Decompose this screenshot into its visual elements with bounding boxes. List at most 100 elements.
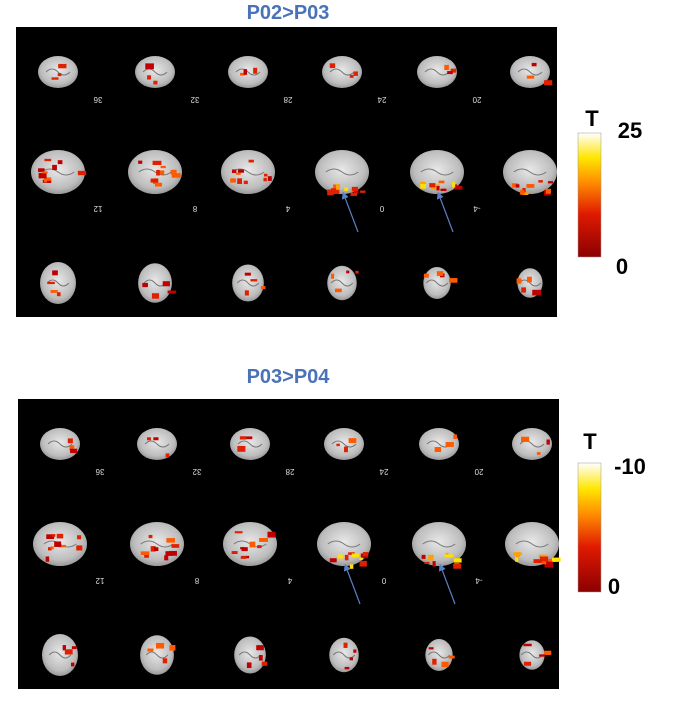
activation: [47, 180, 52, 183]
activation: [453, 434, 457, 440]
activation: [239, 72, 245, 76]
activation: [544, 80, 553, 86]
activation: [441, 661, 449, 668]
brain-fold: [515, 540, 549, 548]
activation: [428, 647, 434, 650]
slice-label: 4: [285, 204, 290, 213]
activation: [545, 188, 551, 194]
activation: [142, 282, 148, 288]
activation: [531, 62, 537, 67]
activation: [429, 183, 436, 188]
activation: [250, 279, 258, 282]
colorbar: [577, 462, 602, 593]
brain-fold: [325, 168, 359, 176]
activation: [334, 288, 342, 293]
activation: [337, 554, 343, 559]
activation: [77, 535, 82, 540]
activation: [58, 544, 66, 548]
activation: [344, 187, 349, 191]
activation: [170, 169, 177, 175]
activation: [153, 80, 158, 85]
activation: [331, 273, 335, 279]
slice-label: 8: [194, 576, 199, 585]
activation: [235, 172, 241, 175]
activation: [171, 173, 181, 178]
activation: [162, 658, 168, 664]
activation: [453, 563, 462, 569]
activation: [261, 661, 268, 666]
activation: [359, 560, 367, 567]
activation: [140, 551, 150, 555]
arrow: [343, 563, 361, 605]
activation: [259, 538, 269, 542]
activation: [240, 556, 247, 559]
brain-fold: [425, 279, 449, 287]
slice-label: 24: [379, 467, 388, 476]
activation: [551, 557, 561, 562]
activation: [526, 75, 535, 79]
activation: [248, 159, 254, 163]
activation: [343, 642, 348, 648]
activation: [445, 442, 454, 447]
brain-fold: [424, 68, 450, 76]
slice-label: 20: [474, 467, 483, 476]
slice-label: 24: [377, 95, 386, 104]
activation: [249, 541, 256, 548]
brain-fold: [330, 279, 354, 287]
activation: [239, 436, 247, 440]
activation: [519, 190, 525, 195]
activation: [246, 662, 252, 669]
activation: [432, 658, 437, 665]
slice-label: 12: [93, 204, 102, 213]
activation: [421, 554, 426, 559]
activation: [348, 438, 357, 443]
activation: [428, 554, 434, 561]
activation: [344, 666, 350, 670]
slice-label: 8: [192, 204, 197, 213]
slice-label: 28: [285, 467, 294, 476]
activation: [76, 545, 83, 551]
activation: [444, 64, 449, 70]
brain-fold: [144, 440, 170, 448]
activation: [253, 67, 258, 74]
activation: [452, 182, 456, 188]
brain-fold: [420, 168, 454, 176]
activation: [169, 645, 176, 651]
activation: [331, 188, 340, 195]
activation: [263, 177, 267, 182]
colorbar-label: T: [585, 106, 599, 131]
slice-label: 0: [381, 576, 386, 585]
brain-fold: [427, 651, 451, 659]
activation: [138, 160, 143, 164]
activation: [51, 77, 59, 80]
slice-label: 0: [379, 204, 384, 213]
activation: [257, 545, 262, 549]
activation: [346, 270, 350, 274]
activation: [164, 555, 169, 561]
activation: [244, 272, 251, 276]
slice-label: 32: [190, 95, 199, 104]
activation: [56, 292, 61, 297]
activation: [260, 286, 266, 290]
activation: [165, 551, 173, 556]
slice-label: 32: [192, 467, 201, 476]
activation: [151, 293, 160, 299]
activation: [538, 180, 543, 183]
slice-label: -4: [475, 576, 483, 585]
activation: [454, 185, 463, 190]
brain-fold: [327, 540, 361, 548]
activation: [536, 452, 541, 455]
activation: [329, 558, 337, 563]
activation: [544, 650, 552, 655]
activation: [256, 645, 264, 651]
activation: [70, 662, 75, 667]
activation: [521, 287, 527, 293]
activation: [348, 552, 355, 555]
activation: [230, 178, 236, 183]
activation: [526, 276, 532, 283]
activation: [516, 278, 522, 284]
activation: [243, 180, 248, 185]
brain-fold: [45, 68, 71, 76]
brain-fold: [238, 651, 262, 659]
